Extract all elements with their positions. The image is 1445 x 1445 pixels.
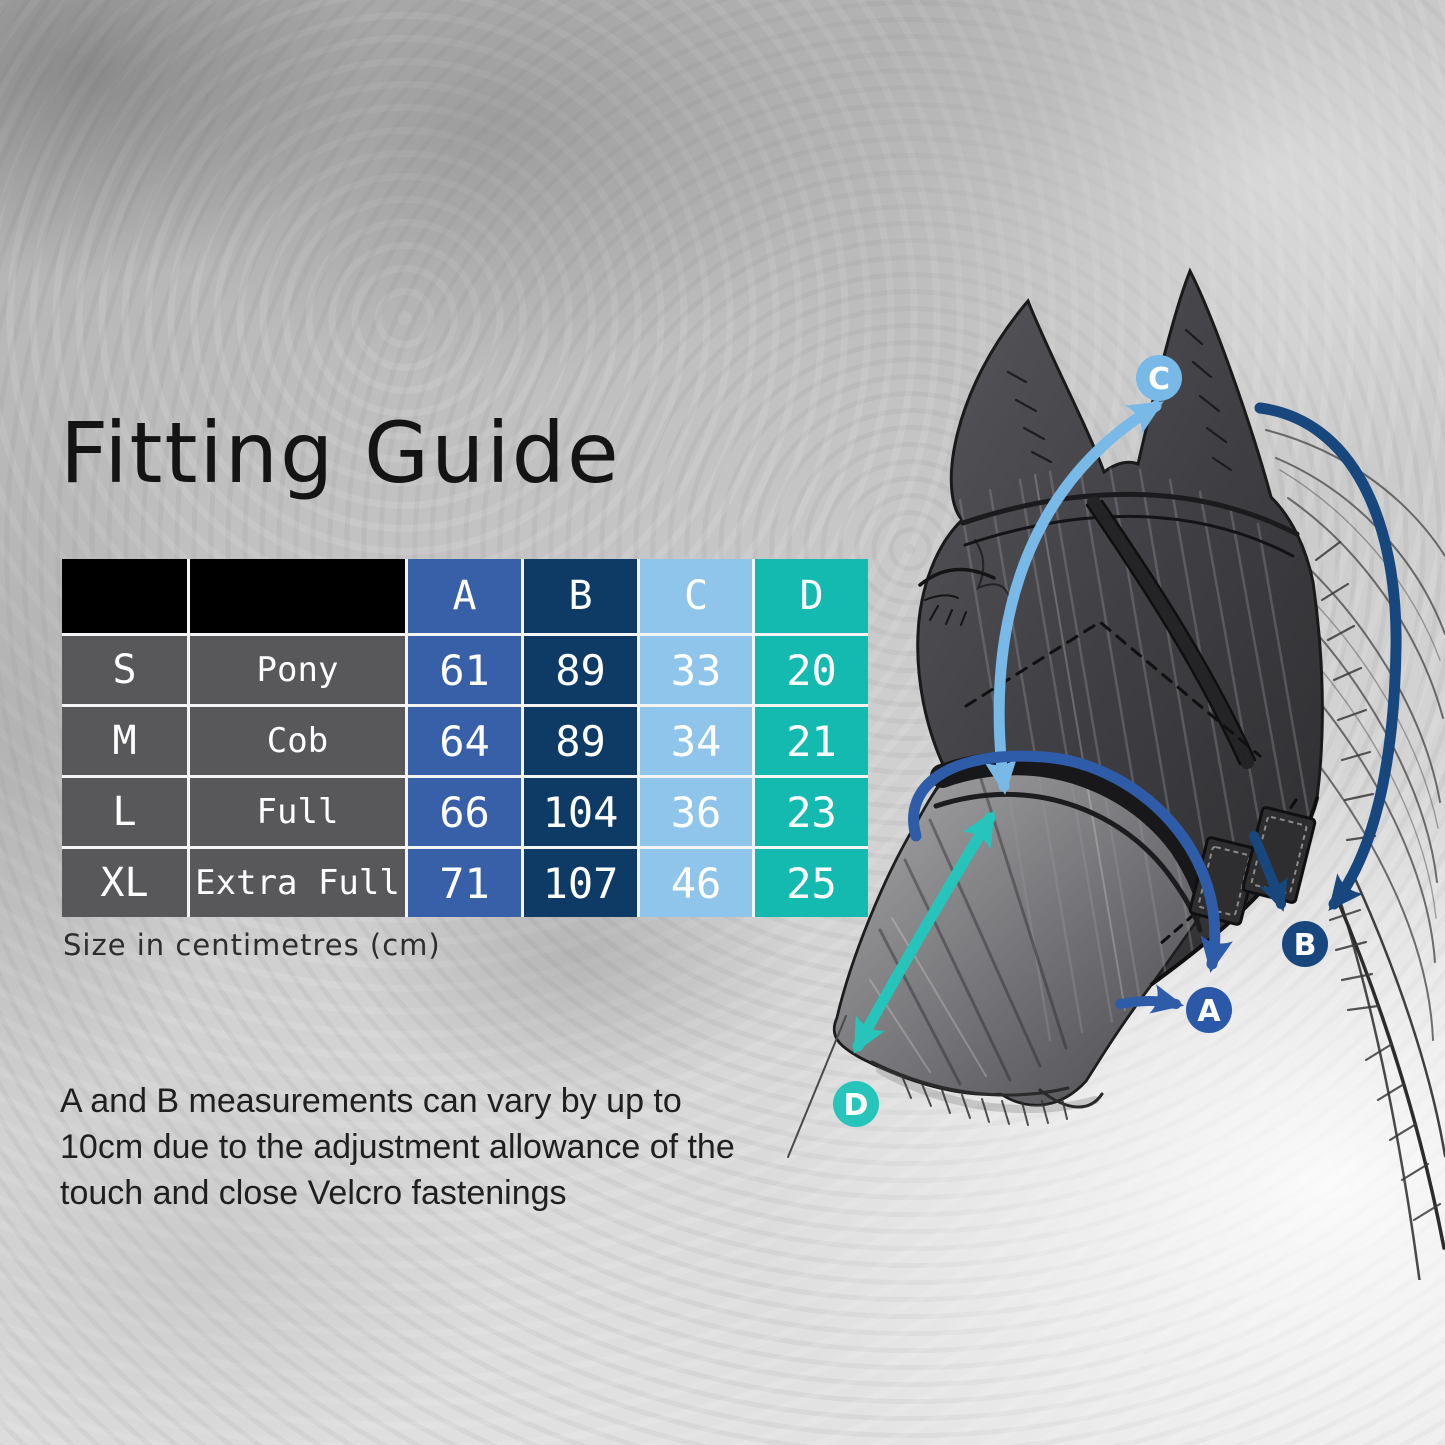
label-badge-b: B (1282, 921, 1328, 967)
value-b-cell: 107 (524, 849, 637, 917)
measure-arrow-d (852, 810, 996, 1054)
value-a-cell: 71 (408, 849, 521, 917)
measure-arrow-a-loop (908, 750, 1233, 973)
header-cell-d: D (755, 559, 868, 633)
page-title: Fitting Guide (60, 404, 621, 502)
label-badge-c: C (1136, 355, 1182, 401)
value-a-cell: 64 (408, 707, 521, 775)
header-cell-b: B (524, 559, 637, 633)
svg-text:B: B (1294, 928, 1317, 963)
size-cell: S (62, 636, 187, 704)
value-d-cell: 23 (755, 778, 868, 846)
measurement-disclaimer: A and B measurements can vary by up to 1… (60, 1078, 735, 1216)
size-cell: M (62, 707, 187, 775)
size-cell: L (62, 778, 187, 846)
mane-sketch (1265, 429, 1445, 1041)
header-cell-c: C (640, 559, 752, 633)
measure-arrow-b-long (1254, 402, 1402, 912)
value-d-cell: 25 (755, 849, 868, 917)
svg-text:C: C (1148, 362, 1170, 397)
label-badge-d: D (833, 1081, 879, 1127)
header-blank-name (190, 559, 405, 633)
value-b-cell: 89 (524, 707, 637, 775)
value-b-cell: 104 (524, 778, 637, 846)
label-badge-a: A (1186, 987, 1232, 1033)
neck-hatching (1314, 540, 1442, 1222)
svg-text:D: D (844, 1088, 869, 1123)
disclaimer-line: A and B measurements can vary by up to (60, 1082, 682, 1120)
value-d-cell: 20 (755, 636, 868, 704)
size-unit-note: Size in centimetres (cm) (63, 928, 441, 962)
measure-arrow-c (984, 400, 1164, 795)
neck-sketch (1334, 870, 1445, 1280)
svg-text:A: A (1197, 994, 1221, 1029)
name-cell: Extra Full (190, 849, 405, 917)
name-cell: Full (190, 778, 405, 846)
header-cell-a: A (408, 559, 521, 633)
horse-fly-mask-illustration: C B A D (787, 267, 1445, 1280)
name-cell: Cob (190, 707, 405, 775)
value-d-cell: 21 (755, 707, 868, 775)
value-c-cell: 36 (640, 778, 752, 846)
measure-arrow-b-short (1249, 831, 1288, 912)
value-a-cell: 66 (408, 778, 521, 846)
name-cell: Pony (190, 636, 405, 704)
value-c-cell: 34 (640, 707, 752, 775)
mouth-sketch (787, 1015, 1104, 1158)
value-c-cell: 33 (640, 636, 752, 704)
measure-arrow-a-short (1115, 984, 1184, 1014)
value-b-cell: 89 (524, 636, 637, 704)
size-cell: XL (62, 849, 187, 917)
disclaimer-line: 10cm due to the adjustment allowance of … (60, 1128, 735, 1166)
disclaimer-line: touch and close Velcro fastenings (60, 1174, 567, 1212)
value-a-cell: 61 (408, 636, 521, 704)
size-table: A B C D S Pony 61 89 33 20 M Cob 64 89 3… (62, 559, 868, 917)
header-blank-size (62, 559, 187, 633)
value-c-cell: 46 (640, 849, 752, 917)
